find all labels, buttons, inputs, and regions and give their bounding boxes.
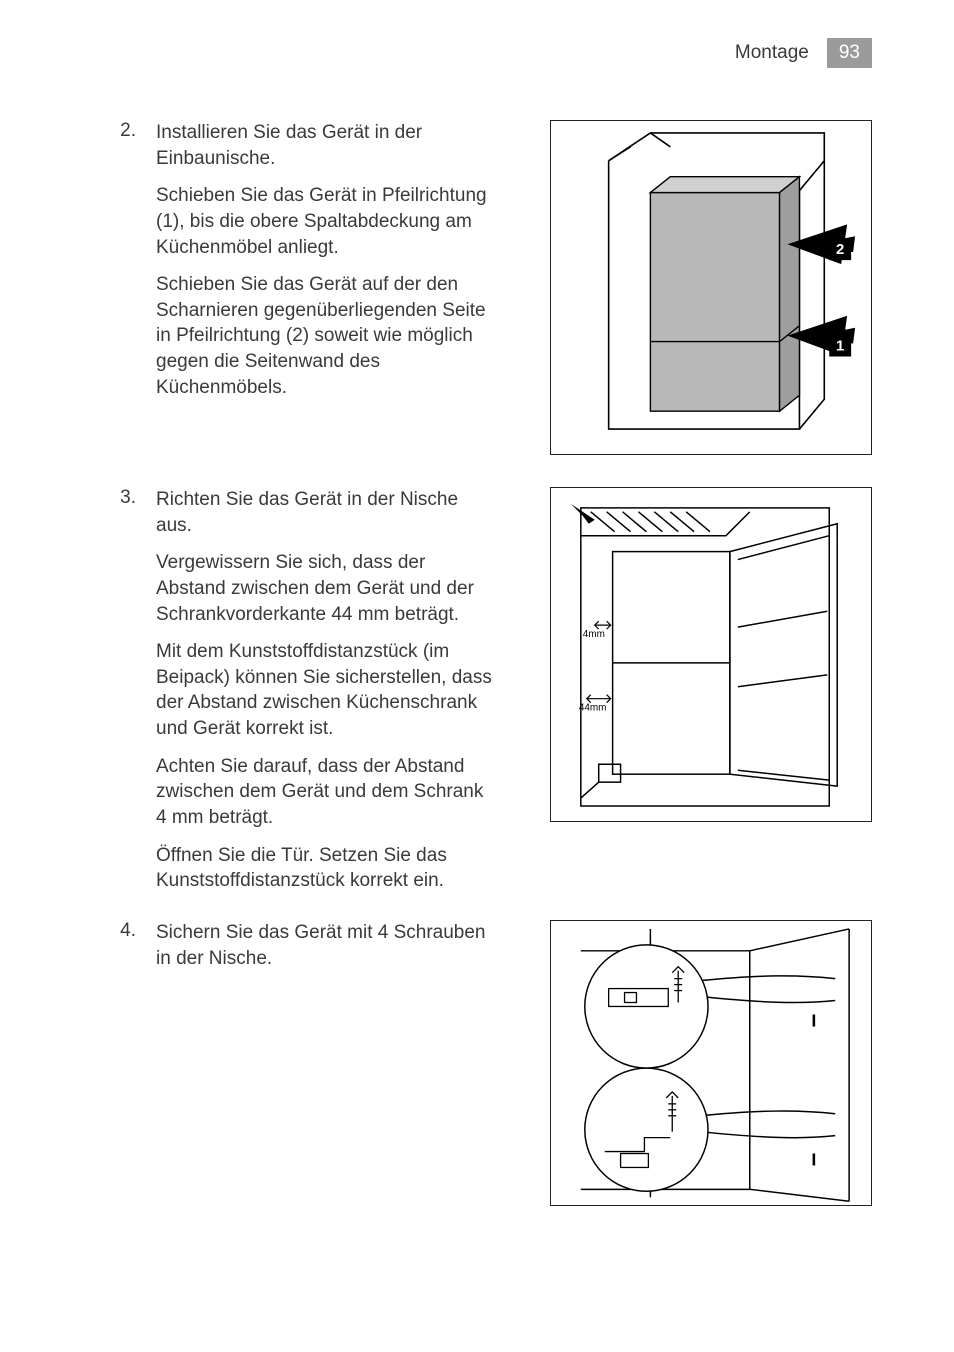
step-2-figure-col: 1 2 bbox=[550, 120, 872, 455]
step-3-figure: 4mm 44mm bbox=[550, 487, 872, 822]
step-3-p4: Achten Sie darauf, dass der Abstand zwis… bbox=[156, 754, 498, 831]
step-2-p2: Schieben Sie das Gerät in Pfeilrichtung … bbox=[156, 183, 498, 260]
alignment-diagram-icon: 4mm 44mm bbox=[551, 488, 871, 821]
page-header: Montage 93 bbox=[108, 38, 872, 68]
arrow-2-label: 2 bbox=[836, 242, 844, 258]
screw-label-bottom: I bbox=[811, 1149, 816, 1169]
section-title: Montage bbox=[735, 42, 809, 64]
screw-fixing-diagram-icon: I I bbox=[551, 921, 871, 1205]
step-2-p3: Schieben Sie das Gerät auf der den Schar… bbox=[156, 272, 498, 400]
step-3-text: 3. Richten Sie das Gerät in der Nische a… bbox=[108, 487, 498, 894]
step-4-p1: Sichern Sie das Gerät mit 4 Schrauben in… bbox=[156, 920, 498, 971]
step-4-text: 4. Sichern Sie das Gerät mit 4 Schrauben… bbox=[108, 920, 498, 971]
step-number: 2. bbox=[108, 120, 136, 400]
screw-label-top: I bbox=[811, 1010, 816, 1030]
arrow-1-label: 1 bbox=[836, 339, 844, 355]
step-4-row: 4. Sichern Sie das Gerät mit 4 Schrauben… bbox=[108, 920, 872, 1206]
gap-44mm-label: 44mm bbox=[579, 703, 607, 714]
pointer-arrow-icon bbox=[571, 504, 595, 524]
step-3-p3: Mit dem Kunststoffdistanzstück (im Beipa… bbox=[156, 639, 498, 742]
step-number: 4. bbox=[108, 920, 136, 971]
step-3-p5: Öffnen Sie die Tür. Setzen Sie das Kunst… bbox=[156, 843, 498, 894]
step-4-figure: I I bbox=[550, 920, 872, 1206]
step-3-figure-col: 4mm 44mm bbox=[550, 487, 872, 822]
gap-4mm-label: 4mm bbox=[583, 629, 605, 640]
step-3-p1: Richten Sie das Gerät in der Nische aus. bbox=[156, 487, 498, 538]
step-3-paragraphs: Richten Sie das Gerät in der Nische aus.… bbox=[156, 487, 498, 894]
cabinet-insert-diagram-icon: 1 2 bbox=[551, 121, 871, 454]
step-2-p1: Installieren Sie das Gerät in der Einbau… bbox=[156, 120, 498, 171]
step-4-paragraphs: Sichern Sie das Gerät mit 4 Schrauben in… bbox=[156, 920, 498, 971]
step-3-p2: Vergewissern Sie sich, dass der Abstand … bbox=[156, 550, 498, 627]
step-2-paragraphs: Installieren Sie das Gerät in der Einbau… bbox=[156, 120, 498, 400]
step-2-text: 2. Installieren Sie das Gerät in der Ein… bbox=[108, 120, 498, 400]
content: 2. Installieren Sie das Gerät in der Ein… bbox=[108, 120, 872, 1206]
step-number: 3. bbox=[108, 487, 136, 894]
step-2-row: 2. Installieren Sie das Gerät in der Ein… bbox=[108, 120, 872, 455]
step-3-row: 3. Richten Sie das Gerät in der Nische a… bbox=[108, 487, 872, 894]
page-number: 93 bbox=[827, 38, 872, 68]
step-4-figure-col: I I bbox=[550, 920, 872, 1206]
manual-page: Montage 93 2. Installieren Sie das Gerät… bbox=[0, 0, 954, 1266]
step-2-figure: 1 2 bbox=[550, 120, 872, 455]
